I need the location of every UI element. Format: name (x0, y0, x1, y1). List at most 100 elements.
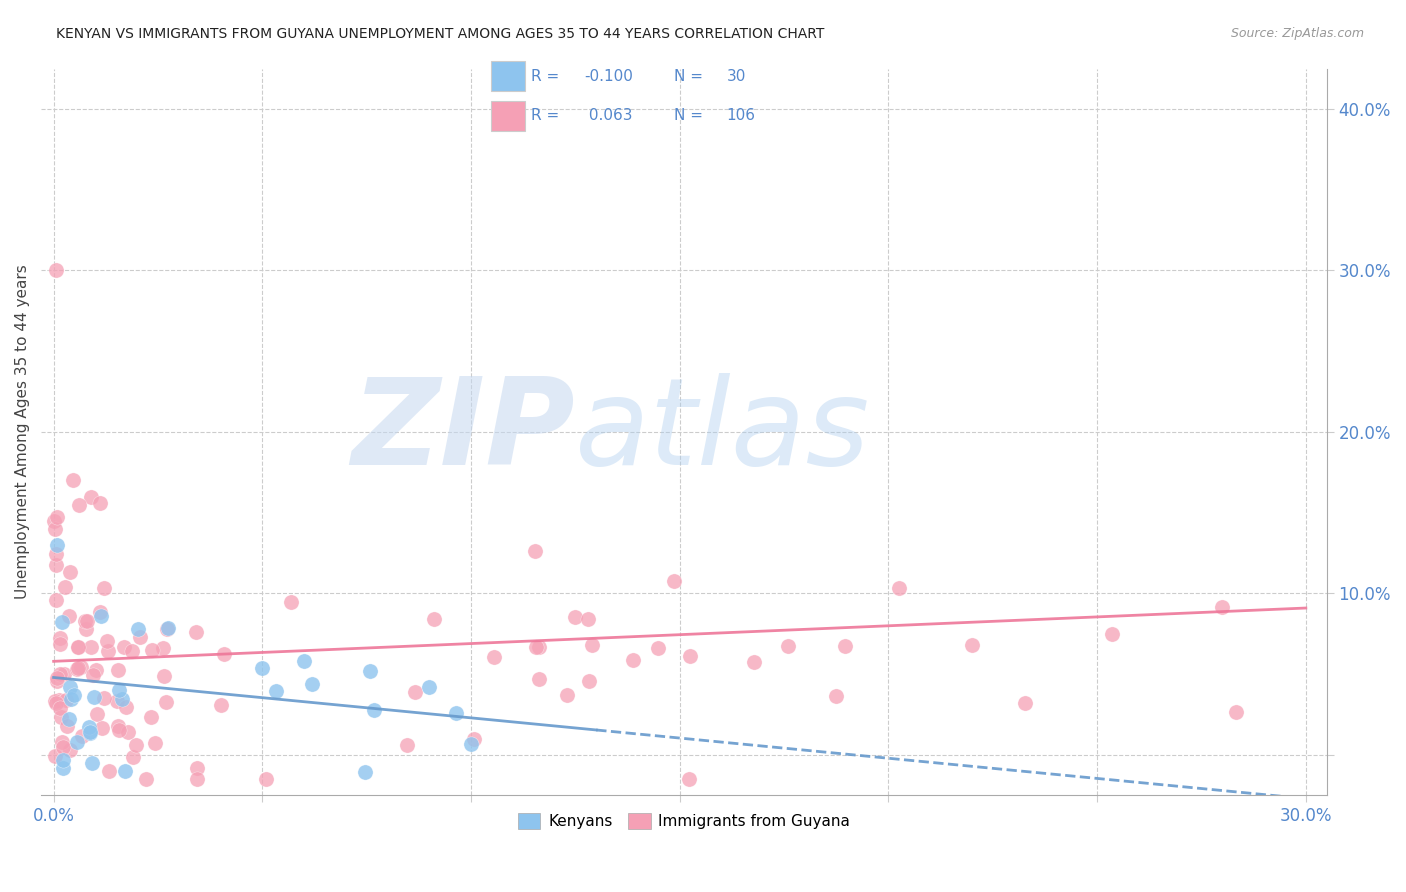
Point (264, 683, 287, 698)
Point (72, 729, 94, 743)
Point (51, 710, 73, 724)
Point (45, 263, 67, 277)
Point (742, 655, 765, 669)
Point (80, 490, 103, 504)
FancyBboxPatch shape (491, 101, 526, 130)
Point (80, 756, 103, 770)
Point (42, 514, 65, 528)
Point (887, 581, 910, 595)
Point (70, 660, 93, 674)
Point (1014, 697, 1036, 711)
Point (52, 761, 75, 775)
Point (825, 689, 848, 703)
Point (82, 667, 104, 681)
Point (49, 700, 72, 714)
Point (444, 706, 467, 721)
Point (678, 772, 700, 787)
Point (359, 664, 381, 678)
Point (107, 663, 129, 677)
Point (93, 690, 115, 705)
Point (527, 640, 550, 654)
Point (152, 669, 174, 683)
Point (58, 608, 80, 623)
Point (662, 574, 685, 588)
Point (52, 753, 75, 767)
Point (576, 612, 599, 626)
Point (44, 547, 66, 561)
Point (52, 667, 75, 681)
Point (621, 652, 644, 666)
Point (152, 641, 174, 656)
Point (67, 640, 90, 655)
Point (108, 723, 131, 737)
Point (58, 712, 80, 726)
Point (186, 761, 208, 775)
Point (59, 743, 82, 757)
Point (59, 680, 82, 694)
Point (834, 639, 856, 653)
Point (89, 496, 111, 510)
Point (124, 738, 146, 752)
Text: atlas: atlas (575, 374, 870, 491)
Point (156, 622, 179, 636)
Point (93, 582, 115, 596)
Point (80, 640, 103, 655)
Point (49, 631, 72, 645)
Point (1225, 705, 1247, 719)
Point (960, 638, 983, 652)
Point (77, 720, 100, 734)
Point (79, 725, 101, 739)
Text: 106: 106 (727, 108, 755, 123)
Point (156, 621, 179, 635)
Point (117, 724, 139, 739)
Point (776, 639, 799, 653)
Point (115, 700, 138, 714)
Point (66, 734, 89, 748)
Point (141, 643, 163, 657)
Point (555, 688, 578, 702)
Point (1101, 627, 1123, 641)
Point (418, 681, 440, 695)
Point (75, 622, 97, 636)
Point (108, 683, 131, 698)
Text: ZIP: ZIP (352, 374, 575, 491)
Point (581, 638, 603, 652)
Point (524, 543, 547, 558)
Point (67, 498, 90, 512)
Point (65, 663, 87, 677)
Point (52, 740, 75, 755)
Point (463, 731, 485, 746)
Point (107, 719, 129, 733)
Point (395, 739, 418, 753)
Point (211, 698, 233, 713)
Point (128, 630, 150, 644)
Point (422, 612, 444, 626)
Point (482, 650, 505, 665)
Point (114, 640, 136, 654)
Text: N =: N = (673, 69, 707, 84)
Point (90, 609, 112, 624)
Point (155, 694, 177, 708)
Point (51, 735, 73, 749)
Point (1211, 600, 1233, 615)
Point (292, 654, 315, 668)
Point (56, 719, 79, 733)
Point (186, 772, 208, 787)
Point (139, 710, 162, 724)
Point (127, 622, 149, 636)
Text: N =: N = (673, 108, 707, 123)
Point (45, 696, 67, 710)
Point (89, 605, 111, 619)
Point (48, 637, 70, 651)
Point (44, 694, 66, 708)
Point (105, 694, 128, 708)
Point (363, 702, 385, 716)
Point (46, 509, 69, 524)
Point (79, 725, 101, 739)
Text: R =: R = (531, 69, 565, 84)
Point (135, 772, 157, 787)
Point (527, 672, 550, 686)
Point (679, 649, 702, 664)
Point (354, 765, 377, 780)
Point (44, 748, 66, 763)
